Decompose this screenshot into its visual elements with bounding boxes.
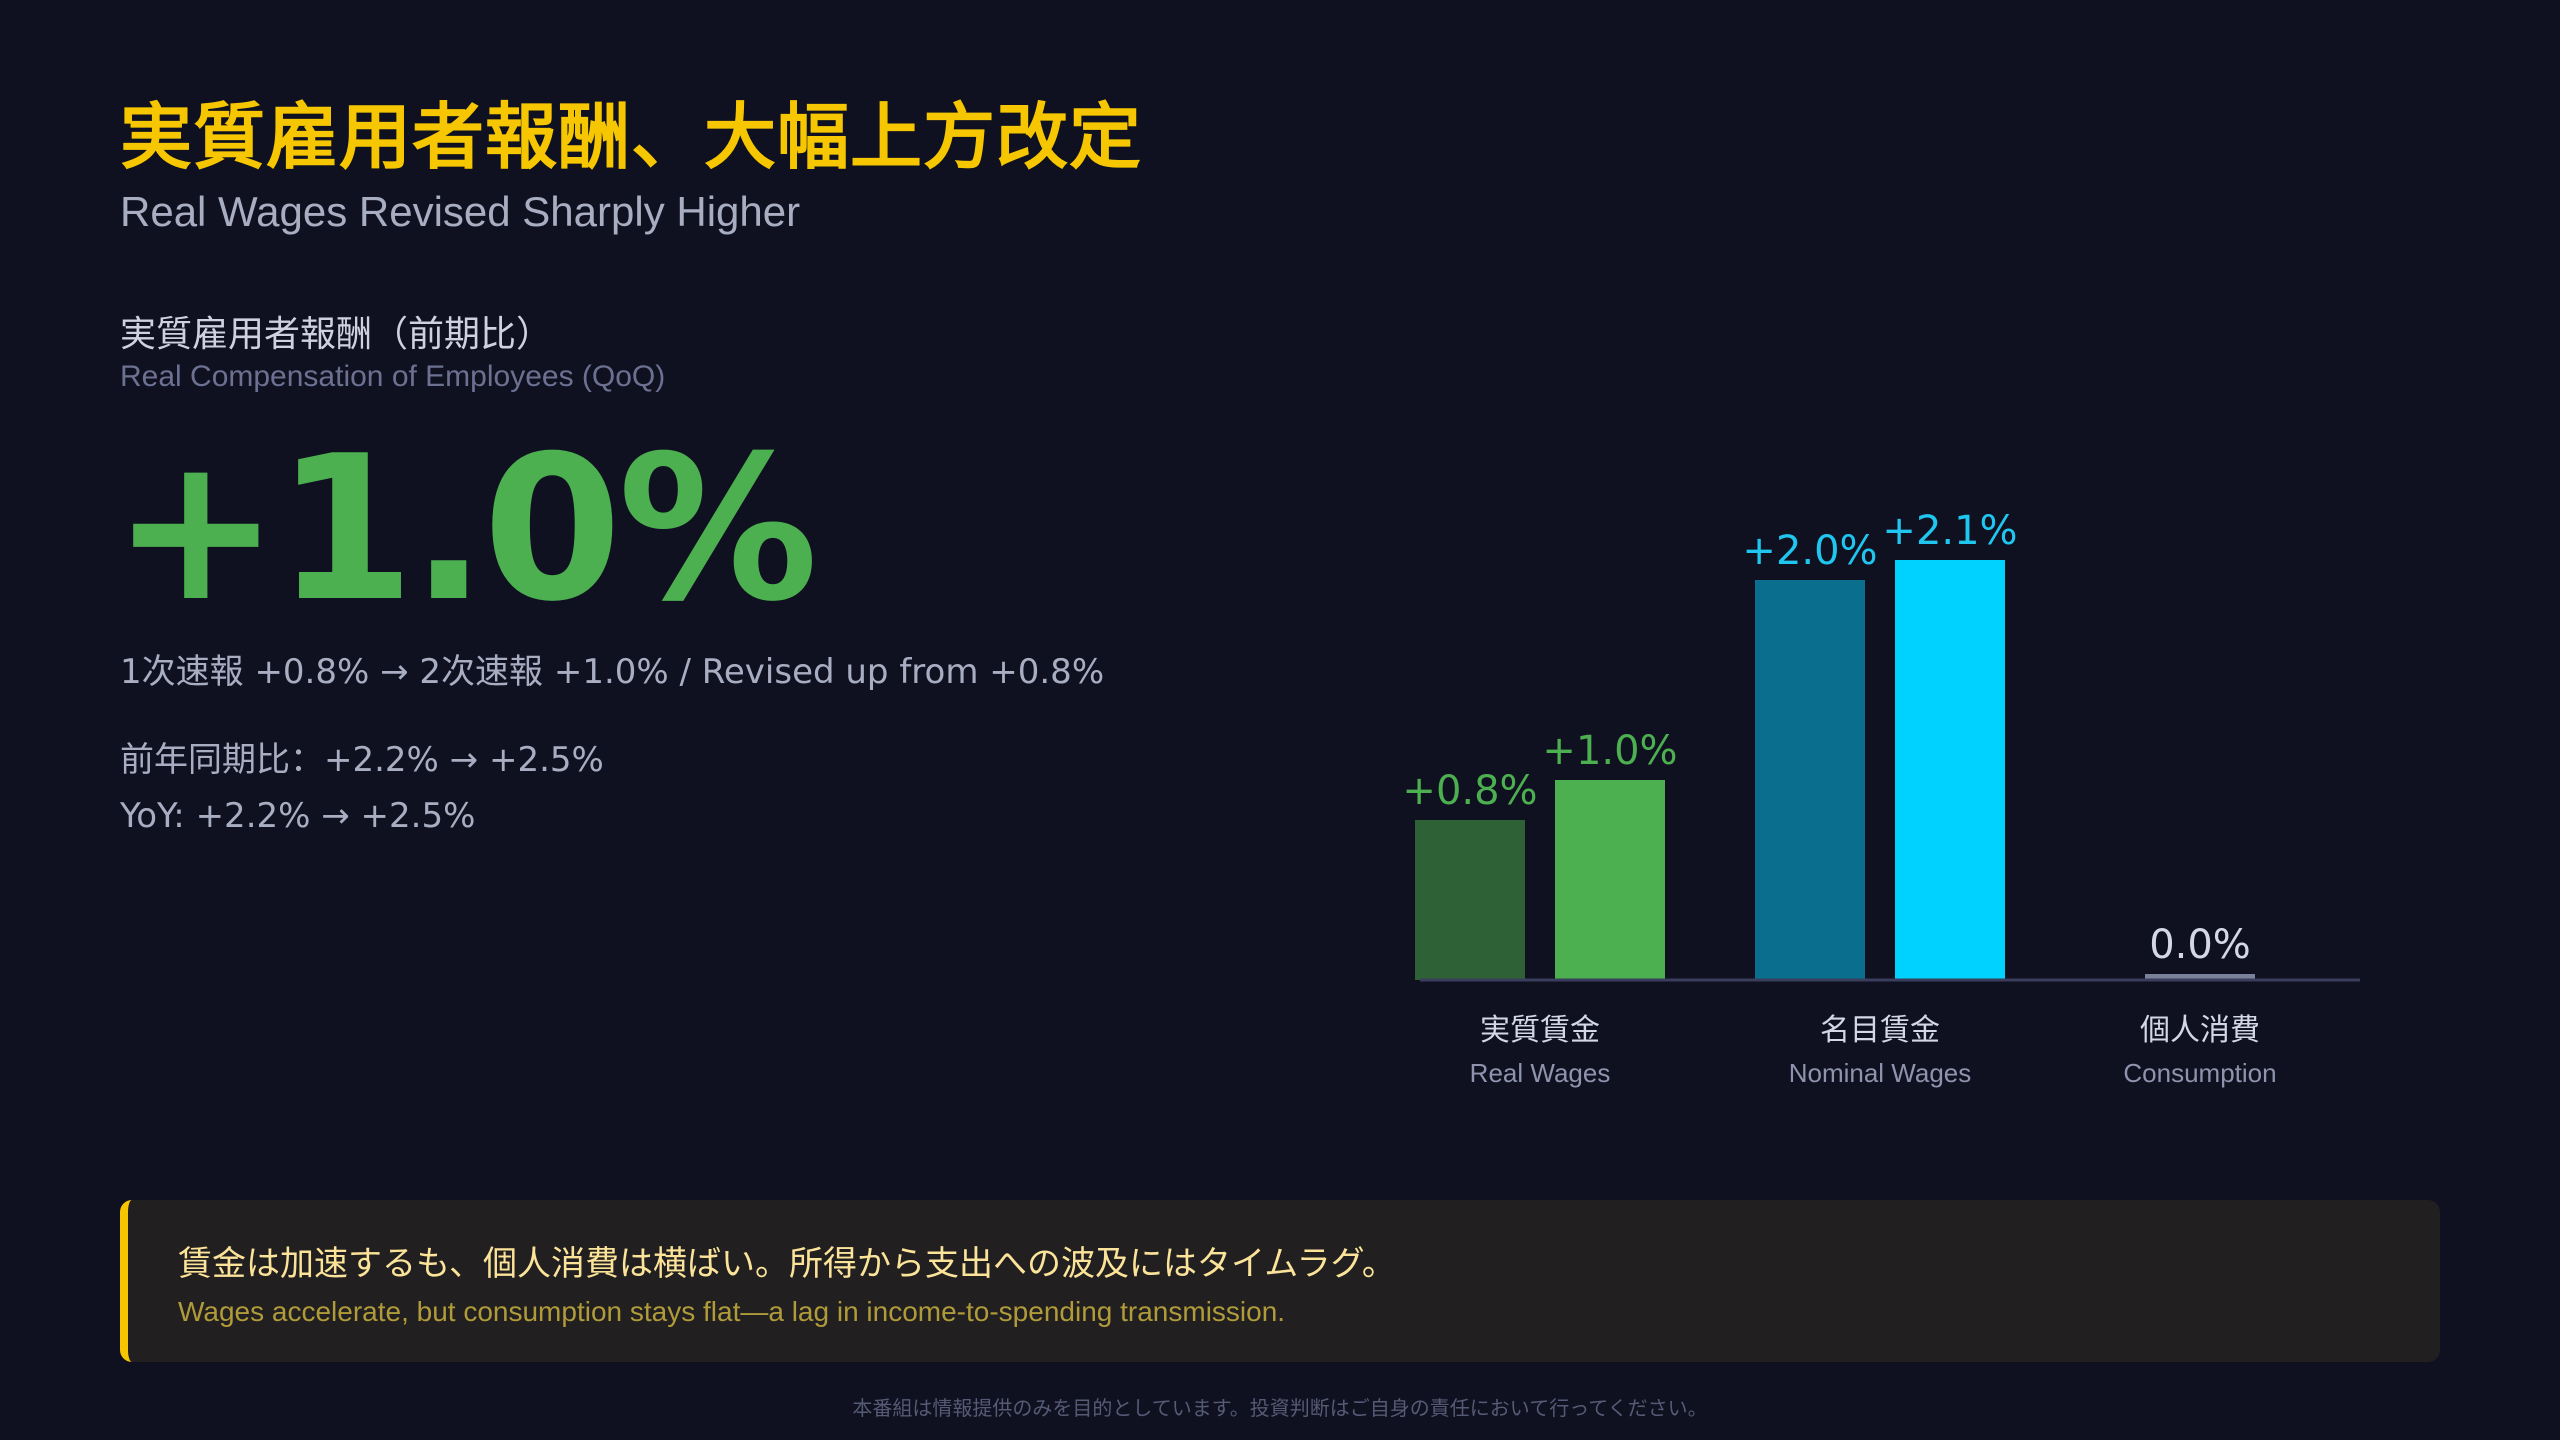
bar-0 bbox=[1415, 820, 1525, 980]
revision-note: 1次速報 +0.8% → 2次速報 +1.0% / Revised up fro… bbox=[120, 652, 1105, 692]
insight-callout: 賃金は加速するも、個人消費は横ばい。所得から支出への波及にはタイムラグ。 Wag… bbox=[120, 1200, 2440, 1362]
category-label-en-1: Nominal Wages bbox=[1789, 1058, 1972, 1088]
headline-value: +1.0% bbox=[112, 413, 818, 646]
yoy-note-jp: 前年同期比：+2.2% → +2.5% bbox=[120, 740, 604, 780]
page-subtitle: Real Wages Revised Sharply Higher bbox=[120, 188, 801, 235]
yoy-note-en: YoY: +2.2% → +2.5% bbox=[120, 796, 476, 836]
bar-value-label-2: +2.0% bbox=[1742, 528, 1877, 574]
metric-label-jp: 実質雇用者報酬（前期比） bbox=[120, 314, 553, 355]
callout-text-en: Wages accelerate, but consumption stays … bbox=[178, 1296, 1286, 1327]
category-label-en-2: Consumption bbox=[2123, 1058, 2276, 1088]
bar-value-label-4: 0.0% bbox=[2149, 922, 2251, 968]
bar-2 bbox=[1755, 580, 1865, 980]
callout-text-jp: 賃金は加速するも、個人消費は横ばい。所得から支出への波及にはタイムラグ。 bbox=[178, 1244, 1396, 1284]
bar-1 bbox=[1555, 780, 1665, 980]
bar-4 bbox=[2145, 974, 2255, 980]
category-label-en-0: Real Wages bbox=[1470, 1058, 1611, 1088]
footer-disclaimer: 本番組は情報提供のみを目的としています。投資判断はご自身の責任において行ってくだ… bbox=[852, 1396, 1708, 1420]
category-label-jp-2: 個人消費 bbox=[2140, 1013, 2260, 1048]
metric-label-en: Real Compensation of Employees (QoQ) bbox=[120, 360, 666, 393]
bars-layer: +0.8%+1.0% +2.0% +2.1% 0.0% bbox=[1402, 508, 2255, 980]
category-labels: 実質賃金 Real Wages 名目賃金 Nominal Wages 個人消費 Consu… bbox=[1470, 1013, 2277, 1088]
bar-chart: +0.8%+1.0% +2.0% +2.1% 0.0% 実質賃金 Real Wages 名… bbox=[1402, 508, 2360, 1088]
category-label-jp-1: 名目賃金 bbox=[1820, 1013, 1940, 1048]
bar-value-label-1: +1.0% bbox=[1542, 728, 1677, 774]
category-label-jp-0: 実質賃金 bbox=[1480, 1013, 1600, 1048]
bar-value-label-0: +0.8% bbox=[1402, 768, 1537, 814]
bar-3 bbox=[1895, 560, 2005, 980]
page-title: 実質雇用者報酬、大幅上方改定 bbox=[120, 95, 1143, 179]
bar-value-label-3: +2.1% bbox=[1882, 508, 2017, 554]
